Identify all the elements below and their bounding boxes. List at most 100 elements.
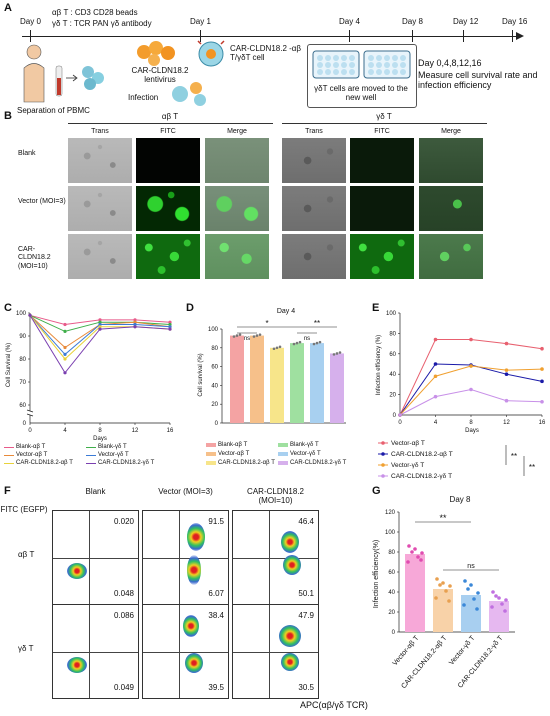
data-point xyxy=(540,367,544,371)
micrograph-image xyxy=(350,138,414,183)
y-tick-label: 120 xyxy=(385,510,396,516)
y-tick-label: 80 xyxy=(388,550,395,556)
legend-swatch xyxy=(86,463,96,464)
population-density xyxy=(283,555,301,575)
micrograph-column-header: Merge xyxy=(227,128,247,135)
micrograph-row-label: Vector (MOI=3) xyxy=(18,198,66,205)
data-point xyxy=(504,372,509,376)
chart-title: Day 4 xyxy=(277,308,295,315)
quadrant-line-h xyxy=(143,652,228,653)
infection-line-chart: 100 80 60 40 20 00 4 8 12 16 Days Infection efficie… xyxy=(376,311,546,480)
y-tick-label: 60 xyxy=(388,570,395,576)
data-point xyxy=(278,345,282,349)
timeline-day-label: Day 0 xyxy=(20,17,41,26)
car-cell-icon xyxy=(197,40,225,67)
y-tick-label: 40 xyxy=(389,372,396,378)
survival-bar-chart: 100 80 60 40 20 0 Cell survival (%) Day 4 * ns ** n… xyxy=(198,308,346,427)
timeline-tick xyxy=(412,30,413,42)
data-point xyxy=(98,327,102,331)
timeline-tick xyxy=(512,30,513,42)
panel-label-f: F xyxy=(4,485,11,497)
survival-line-chart: 100 90 80 70 60 00 4 8 12 16 Days Cell Survival (%) xyxy=(6,311,174,442)
group-label-ab: αβ T xyxy=(161,112,179,121)
legend-label: Vector-γδ T xyxy=(98,452,129,458)
y-tick-label: 0 xyxy=(23,421,27,427)
sig-ns: ns xyxy=(304,336,310,342)
facs-plot: 0.020 0.048 xyxy=(52,510,139,605)
timeline-day-label: Day 16 xyxy=(502,17,528,26)
y-tick-label: 100 xyxy=(386,311,397,317)
y-tick-label: 20 xyxy=(388,610,395,616)
data-point xyxy=(448,584,452,588)
timeline-arrowhead xyxy=(516,32,524,40)
data-point xyxy=(133,318,137,322)
axis-break xyxy=(26,409,34,413)
facs-column-header: CAR-CLDN18.2 (MOI=10) xyxy=(247,487,304,505)
y-axis-label: Cell survival (%) xyxy=(198,353,204,396)
bar xyxy=(270,347,284,423)
quadrant-line-v xyxy=(179,511,180,604)
legend-label: Vector-γδ T xyxy=(391,462,424,469)
ab-t-label: αβ T : xyxy=(52,8,73,17)
y-tick-label: 80 xyxy=(19,357,26,363)
data-point xyxy=(275,346,279,350)
legend-swatch xyxy=(206,452,216,456)
quadrant-upper-right-value: 91.5 xyxy=(208,517,224,526)
legend-label: CAR-CLDN18.2-αβ T xyxy=(218,460,275,466)
micrograph-image xyxy=(350,186,414,231)
micrograph-image xyxy=(205,186,269,231)
data-point xyxy=(63,352,67,356)
series-line xyxy=(399,388,543,416)
legend-swatch xyxy=(278,461,288,465)
micrograph-image xyxy=(205,234,269,279)
legend-marker xyxy=(381,441,385,445)
legend-swatch xyxy=(206,461,216,465)
data-point xyxy=(463,579,467,583)
data-point xyxy=(168,322,172,327)
legend-marker xyxy=(381,463,385,467)
data-point xyxy=(490,605,494,609)
x-tick-label: 4 xyxy=(63,428,67,434)
quadrant-line-h xyxy=(53,558,138,559)
legend-label: Vector-αβ T xyxy=(218,451,250,457)
timeline-tick xyxy=(349,30,350,42)
bar xyxy=(290,343,304,423)
y-tick-label: 90 xyxy=(19,334,26,340)
data-point xyxy=(504,398,509,403)
micrograph-image xyxy=(68,186,132,231)
data-point xyxy=(476,591,480,595)
quadrant-line-h xyxy=(143,558,228,559)
legend-swatch xyxy=(4,463,14,464)
y-tick-label: 70 xyxy=(19,380,26,386)
x-tick-label: 0 xyxy=(398,420,402,426)
data-point xyxy=(133,325,137,329)
legend-label: Vector-αβ T xyxy=(391,440,425,447)
quadrant-upper-right-value: 46.4 xyxy=(298,517,314,526)
data-point xyxy=(332,353,336,356)
timeline-day-label: Day 12 xyxy=(453,17,479,26)
sig-ns: ns xyxy=(467,563,475,570)
micrograph-image xyxy=(68,234,132,279)
facs-plot: 0.086 0.049 xyxy=(52,604,139,699)
data-point xyxy=(435,577,439,581)
y-axis-label: Infection efficiency (%) xyxy=(376,335,382,395)
pbmc-caption: Separation of PBMC xyxy=(17,106,90,115)
x-tick-label: Vector-αβ T xyxy=(392,634,421,667)
legend-swatch xyxy=(86,455,96,456)
x-tick-label: 8 xyxy=(98,428,102,434)
micrograph-image xyxy=(136,186,200,231)
facs-plot: 91.5 6.07 xyxy=(142,510,229,605)
population-density xyxy=(187,555,201,585)
bar xyxy=(433,589,453,632)
data-point xyxy=(472,597,476,601)
sig-star: ** xyxy=(511,452,517,461)
chart-title: Day 8 xyxy=(450,495,471,504)
facs-row-label: γδ T xyxy=(18,644,34,653)
data-point xyxy=(312,342,316,346)
micrograph-image xyxy=(205,138,269,183)
micrograph-image xyxy=(419,138,483,183)
population-density xyxy=(183,615,199,637)
data-point xyxy=(318,340,322,344)
data-point xyxy=(295,341,299,345)
micrograph-image xyxy=(350,234,414,279)
